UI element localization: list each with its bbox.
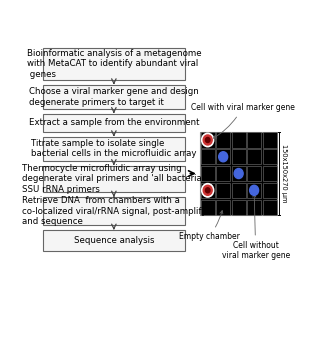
- Circle shape: [203, 185, 212, 195]
- Circle shape: [203, 135, 212, 145]
- Circle shape: [205, 188, 210, 193]
- Bar: [43, 85, 185, 109]
- Text: Retrieve DNA  from chambers with a
co-localized viral/rRNA signal, post-amplify
: Retrieve DNA from chambers with a co-loc…: [22, 196, 206, 226]
- Circle shape: [202, 184, 214, 197]
- Bar: [247, 166, 261, 181]
- Bar: [216, 200, 230, 215]
- Text: Cell without
viral marker gene: Cell without viral marker gene: [222, 194, 290, 260]
- Bar: [216, 166, 230, 181]
- Bar: [43, 197, 185, 225]
- Bar: [232, 132, 246, 147]
- Text: Thermocycle microfluidic array using
degenerate viral primers and 'all bacterial: Thermocycle microfluidic array using deg…: [22, 164, 206, 194]
- Bar: [43, 137, 185, 161]
- Bar: [232, 149, 246, 164]
- Text: Choose a viral marker gene and design
degenerate primers to target it: Choose a viral marker gene and design de…: [29, 87, 199, 106]
- Text: Empty chamber: Empty chamber: [179, 211, 240, 241]
- Bar: [43, 114, 185, 132]
- Bar: [201, 132, 215, 147]
- Circle shape: [205, 138, 210, 143]
- Text: Sequence analysis: Sequence analysis: [74, 236, 154, 245]
- Bar: [201, 149, 215, 164]
- Bar: [247, 183, 261, 198]
- Circle shape: [234, 168, 243, 179]
- Bar: [232, 183, 246, 198]
- Bar: [263, 166, 277, 181]
- Bar: [200, 132, 277, 216]
- Circle shape: [250, 185, 259, 195]
- Bar: [201, 200, 215, 215]
- Bar: [43, 48, 185, 80]
- Text: Extract a sample from the environment: Extract a sample from the environment: [29, 118, 199, 127]
- Bar: [216, 183, 230, 198]
- Bar: [263, 149, 277, 164]
- Bar: [201, 166, 215, 181]
- Text: Titrate sample to isolate single
bacterial cells in the microfluidic array: Titrate sample to isolate single bacteri…: [31, 139, 197, 159]
- Bar: [247, 149, 261, 164]
- Bar: [263, 200, 277, 215]
- Bar: [247, 200, 261, 215]
- Bar: [43, 166, 185, 192]
- Bar: [263, 183, 277, 198]
- Bar: [216, 149, 230, 164]
- Text: Cell with viral marker gene: Cell with viral marker gene: [191, 103, 294, 138]
- Text: Bioinformatic analysis of a metagenome
with MetaCAT to identify abundant viral
 : Bioinformatic analysis of a metagenome w…: [26, 49, 201, 79]
- Bar: [216, 132, 230, 147]
- Text: 150x150x270 μm: 150x150x270 μm: [281, 144, 287, 203]
- Circle shape: [219, 152, 228, 162]
- Bar: [232, 166, 246, 181]
- Bar: [232, 200, 246, 215]
- Bar: [43, 230, 185, 251]
- Bar: [247, 132, 261, 147]
- Bar: [201, 183, 215, 198]
- Circle shape: [202, 133, 214, 147]
- Bar: [263, 132, 277, 147]
